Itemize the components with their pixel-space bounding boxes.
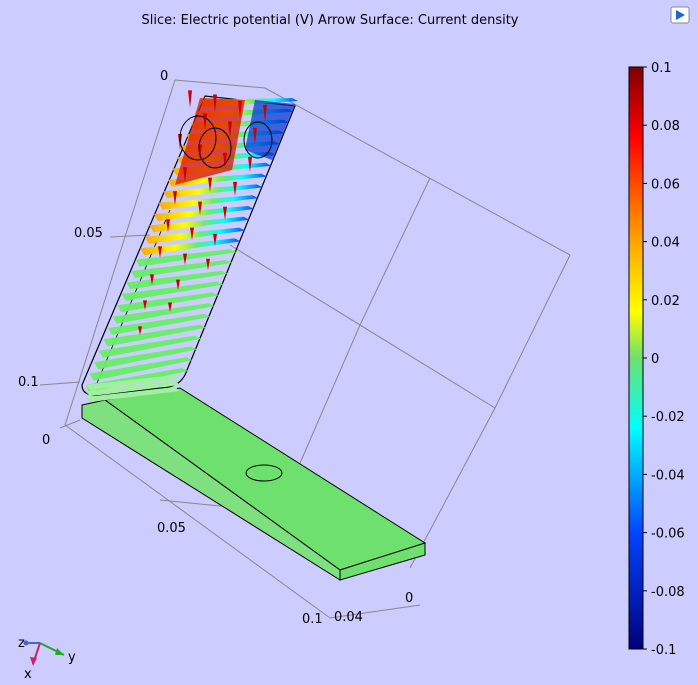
colorbar-tick-label: 0.06 — [651, 177, 680, 192]
current-arrow — [248, 156, 252, 172]
slice-fin — [163, 184, 263, 199]
current-arrow — [206, 258, 210, 270]
current-arrow — [150, 274, 154, 285]
triad-z-label: z — [18, 636, 25, 651]
z-tick-mid: 0.05 — [74, 226, 103, 241]
colorbar-ticks: 0.1 0.08 0.06 0.04 0.02 0 -0.02 -0.04 -0.06 -0.08… — [643, 61, 685, 658]
current-density-arrows — [138, 90, 267, 335]
x-tick-mid: 0.05 — [157, 521, 186, 536]
current-arrow — [183, 167, 187, 182]
slice-fin — [149, 216, 250, 233]
bracket-geometry — [81, 95, 427, 581]
current-arrow — [253, 127, 257, 144]
current-arrow — [166, 219, 170, 232]
view-toggle-icon[interactable] — [670, 6, 690, 24]
slice-fin — [167, 173, 268, 187]
colorbar: 0.1 0.08 0.06 0.04 0.02 0 -0.02 -0.04 -0.06 -0.08… — [628, 61, 685, 658]
slice-fin — [131, 260, 232, 278]
current-arrow — [158, 246, 162, 258]
slice-fin — [117, 292, 219, 313]
current-arrow — [213, 94, 217, 112]
current-arrow — [238, 100, 242, 118]
current-arrow — [223, 206, 227, 220]
slice-fin — [98, 335, 202, 358]
y-tick-mid: 0.04 — [334, 610, 363, 625]
potential-slices — [85, 98, 298, 402]
colorbar-tick-label: 0.02 — [651, 294, 680, 309]
current-arrow — [188, 90, 192, 108]
current-arrow — [233, 181, 237, 196]
current-arrow — [190, 227, 194, 240]
current-arrow — [228, 121, 232, 138]
axis-triad: z y x — [18, 636, 76, 682]
current-arrow — [223, 152, 227, 168]
colorbar-tick-label: -0.02 — [651, 410, 685, 425]
colorbar-gradient — [628, 66, 644, 650]
slice-fin — [108, 314, 210, 335]
slice-fin — [103, 324, 206, 347]
colorbar-tick-label: 0 — [651, 352, 659, 367]
colorbar-tick-label: 0.08 — [651, 119, 680, 134]
current-arrow — [213, 233, 217, 246]
current-arrow — [263, 104, 267, 122]
triad-x-label: x — [24, 667, 32, 682]
slice-fin — [154, 206, 254, 221]
bottom-hole — [245, 464, 283, 482]
x-tick-end: 0.1 — [302, 612, 323, 627]
slice-fin — [85, 387, 180, 402]
slice-fin — [121, 281, 224, 301]
colorbar-tick-label: 0.1 — [651, 61, 672, 76]
high-potential-region — [175, 98, 245, 185]
colorbar-tick-label: -0.04 — [651, 468, 685, 483]
z-tick-low: 0.1 — [18, 375, 39, 390]
slice-fin — [85, 381, 180, 396]
current-arrow — [168, 302, 172, 312]
z-tick-top: 0 — [160, 69, 168, 84]
slice-fin — [89, 357, 193, 381]
slice-fin — [144, 227, 246, 244]
flat-plate-top — [103, 387, 427, 571]
slice-fin — [85, 375, 180, 390]
y-tick-zero: 0 — [405, 591, 413, 606]
slice-fin — [158, 195, 259, 210]
vertical-arm-outline — [81, 95, 296, 397]
current-arrow — [138, 326, 142, 335]
plot-title: Slice: Electric potential (V) Arrow Surf… — [141, 13, 519, 28]
x-tick-zero: 0 — [42, 433, 50, 448]
slice-fin — [94, 346, 197, 370]
slice-fin — [140, 238, 241, 256]
slice-fin — [112, 303, 215, 324]
flat-plate-side — [81, 399, 341, 581]
colorbar-tick-label: -0.1 — [651, 643, 676, 658]
top-holes — [179, 115, 273, 169]
current-arrow — [183, 253, 187, 265]
current-arrow — [176, 279, 180, 290]
colorbar-tick-label: -0.06 — [651, 527, 685, 542]
colorbar-tick-label: -0.08 — [651, 585, 685, 600]
current-arrow — [198, 201, 202, 215]
colorbar-tick-label: 0.04 — [651, 236, 680, 251]
triad-y-label: y — [68, 650, 76, 665]
current-arrow — [173, 191, 177, 205]
current-arrow — [143, 300, 147, 310]
current-arrow — [208, 177, 212, 192]
